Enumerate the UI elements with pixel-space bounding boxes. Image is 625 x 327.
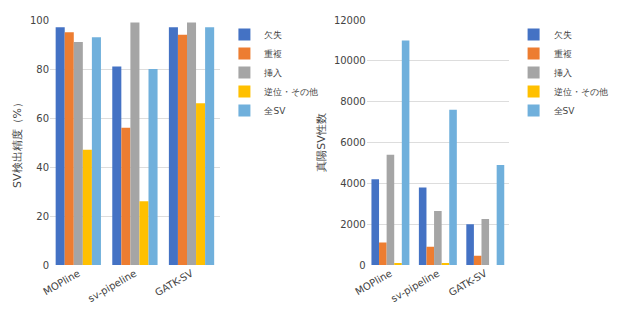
svg-text:MOPline: MOPline (353, 268, 394, 298)
svg-text:2000: 2000 (340, 219, 365, 230)
svg-text:欠失: 欠失 (554, 30, 572, 40)
svg-text:20: 20 (36, 211, 49, 222)
svg-text:挿入: 挿入 (264, 68, 282, 78)
svg-text:重複: 重複 (264, 49, 282, 59)
svg-text:6000: 6000 (340, 137, 365, 148)
svg-text:12000: 12000 (334, 15, 366, 26)
svg-text:欠失: 欠失 (264, 30, 282, 40)
svg-text:真陽SV性数: 真陽SV性数 (315, 113, 328, 172)
svg-text:全SV: 全SV (264, 106, 286, 116)
svg-text:10000: 10000 (334, 55, 366, 66)
svg-text:逆位・その他: 逆位・その他 (554, 87, 608, 97)
svg-text:MOPline: MOPline (41, 268, 82, 298)
svg-text:80: 80 (36, 64, 49, 75)
svg-text:sv-pipeline: sv-pipeline (389, 268, 441, 305)
svg-text:40: 40 (36, 162, 49, 173)
svg-text:60: 60 (36, 113, 49, 124)
svg-text:GATK-SV: GATK-SV (153, 267, 195, 298)
svg-text:0: 0 (43, 260, 49, 271)
svg-text:0: 0 (359, 260, 365, 271)
svg-text:4000: 4000 (340, 178, 365, 189)
svg-text:SV検出精度（%）: SV検出精度（%） (11, 97, 24, 188)
svg-text:全SV: 全SV (554, 106, 576, 116)
svg-text:GATK-SV: GATK-SV (447, 267, 489, 298)
svg-text:重複: 重複 (554, 49, 572, 59)
svg-text:逆位・その他: 逆位・その他 (264, 87, 318, 97)
svg-text:挿入: 挿入 (554, 68, 572, 78)
svg-text:100: 100 (30, 15, 49, 26)
svg-text:sv-pipeline: sv-pipeline (86, 268, 138, 305)
svg-text:8000: 8000 (340, 96, 365, 107)
